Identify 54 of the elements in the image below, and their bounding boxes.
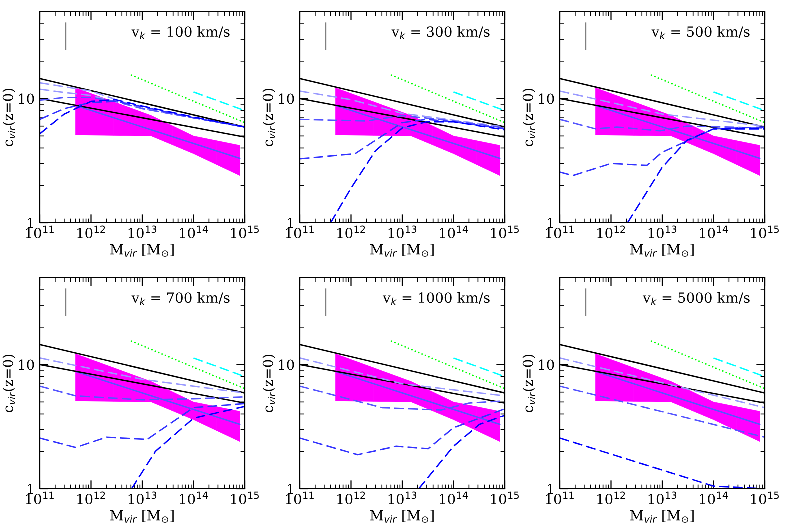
x-tick-label: 10$^{15}$ bbox=[751, 226, 779, 239]
x-axis-title: M$_{vir}$ [M$_{⊙}$] bbox=[110, 510, 174, 524]
annotation: v$_{k}$ = 5000 km/s bbox=[642, 292, 750, 306]
x-tick-label: 10$^{13}$ bbox=[388, 226, 417, 239]
y-tick-label: 10 bbox=[539, 94, 554, 104]
x-tick-label: 10$^{15}$ bbox=[231, 492, 259, 505]
y-axis-title: c$_{vir}$(z=0) bbox=[262, 88, 276, 147]
x-axis-title: M$_{vir}$ [M$_{⊙}$] bbox=[370, 244, 434, 258]
x-tick-label: 10$^{14}$ bbox=[180, 492, 208, 505]
x-axis-title: M$_{vir}$ [M$_{⊙}$] bbox=[630, 510, 694, 524]
y-tick-label: 1 bbox=[548, 218, 554, 228]
y-tick-label: 1 bbox=[28, 218, 34, 228]
annotation: v$_{k}$ = 700 km/s bbox=[132, 292, 230, 306]
x-tick-label: 10$^{15}$ bbox=[751, 492, 779, 505]
y-tick-label: 1 bbox=[288, 218, 294, 228]
y-axis-title: c$_{vir}$(z=0) bbox=[2, 88, 16, 147]
y-axis-title: c$_{vir}$(z=0) bbox=[262, 354, 276, 413]
x-tick-label: 10$^{15}$ bbox=[231, 226, 259, 239]
x-tick-label: 10$^{14}$ bbox=[700, 226, 728, 239]
annotation: v$_{k}$ = 300 km/s bbox=[392, 26, 490, 40]
y-tick-label: 10 bbox=[279, 94, 294, 104]
x-tick-label: 10$^{12}$ bbox=[78, 492, 106, 505]
x-tick-label: 10$^{12}$ bbox=[78, 226, 106, 239]
y-tick-label: 10 bbox=[279, 360, 294, 370]
y-tick-label: 10 bbox=[19, 94, 34, 104]
y-axis-title: c$_{vir}$(z=0) bbox=[522, 354, 536, 413]
x-tick-label: 10$^{14}$ bbox=[700, 492, 728, 505]
y-tick-label: 1 bbox=[28, 484, 34, 494]
x-axis-title: M$_{vir}$ [M$_{⊙}$] bbox=[110, 244, 174, 258]
y-axis-title: c$_{vir}$(z=0) bbox=[2, 354, 16, 413]
x-tick-label: 10$^{15}$ bbox=[491, 492, 519, 505]
x-tick-label: 10$^{12}$ bbox=[598, 226, 626, 239]
x-tick-label: 10$^{12}$ bbox=[338, 226, 366, 239]
x-tick-label: 10$^{13}$ bbox=[128, 226, 157, 239]
x-tick-label: 10$^{14}$ bbox=[440, 226, 468, 239]
annotation: v$_{k}$ = 1000 km/s bbox=[382, 292, 490, 306]
y-tick-label: 1 bbox=[288, 484, 294, 494]
y-tick-label: 10 bbox=[539, 360, 554, 370]
x-tick-label: 10$^{13}$ bbox=[648, 492, 677, 505]
x-tick-label: 10$^{13}$ bbox=[128, 492, 157, 505]
x-tick-label: 10$^{14}$ bbox=[180, 226, 208, 239]
y-tick-label: 10 bbox=[19, 360, 34, 370]
x-tick-label: 10$^{13}$ bbox=[648, 226, 677, 239]
annotation: v$_{k}$ = 100 km/s bbox=[132, 26, 230, 40]
x-tick-label: 10$^{13}$ bbox=[388, 492, 417, 505]
x-tick-label: 10$^{12}$ bbox=[338, 492, 366, 505]
x-tick-label: 10$^{14}$ bbox=[440, 492, 468, 505]
x-tick-label: 10$^{12}$ bbox=[598, 492, 626, 505]
annotation: v$_{k}$ = 500 km/s bbox=[652, 26, 750, 40]
x-axis-title: M$_{vir}$ [M$_{⊙}$] bbox=[630, 244, 694, 258]
x-axis-title: M$_{vir}$ [M$_{⊙}$] bbox=[370, 510, 434, 524]
y-tick-label: 1 bbox=[548, 484, 554, 494]
y-axis-title: c$_{vir}$(z=0) bbox=[522, 88, 536, 147]
x-tick-label: 10$^{15}$ bbox=[491, 226, 519, 239]
